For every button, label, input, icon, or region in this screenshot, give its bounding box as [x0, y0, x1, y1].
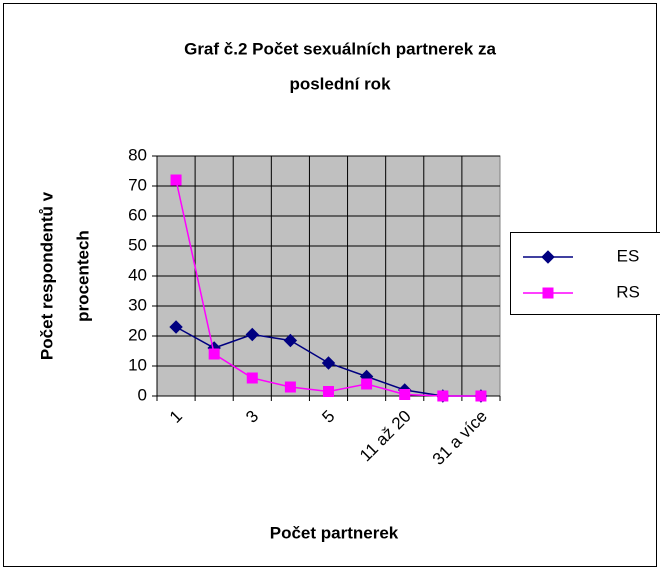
legend-label: RS [616, 282, 640, 301]
legend-marker [543, 288, 553, 298]
legend-label: ES [617, 246, 640, 265]
y-tick-label: 80 [128, 145, 147, 164]
y-tick-label: 20 [128, 325, 147, 344]
y-tick-label: 50 [128, 235, 147, 254]
y-tick-label: 10 [128, 355, 147, 374]
y-axis-label: procentech [73, 230, 92, 322]
chart-title: Graf č.2 Počet sexuálních partnerek za [184, 39, 496, 58]
y-axis-label: Počet respondentů v [37, 191, 56, 360]
legend-box [511, 233, 660, 315]
data-point [209, 349, 219, 359]
data-point [476, 391, 486, 401]
data-point [247, 373, 257, 383]
data-point [285, 382, 295, 392]
y-tick-label: 60 [128, 205, 147, 224]
data-point [171, 175, 181, 185]
x-axis-label: Počet partnerek [270, 523, 399, 542]
y-tick-label: 0 [138, 385, 147, 404]
y-tick-label: 30 [128, 295, 147, 314]
y-tick-label: 70 [128, 175, 147, 194]
y-tick-label: 40 [128, 265, 147, 284]
data-point [400, 390, 410, 400]
chart-title: poslední rok [289, 74, 391, 93]
data-point [438, 391, 448, 401]
data-point [324, 387, 334, 397]
data-point [362, 379, 372, 389]
